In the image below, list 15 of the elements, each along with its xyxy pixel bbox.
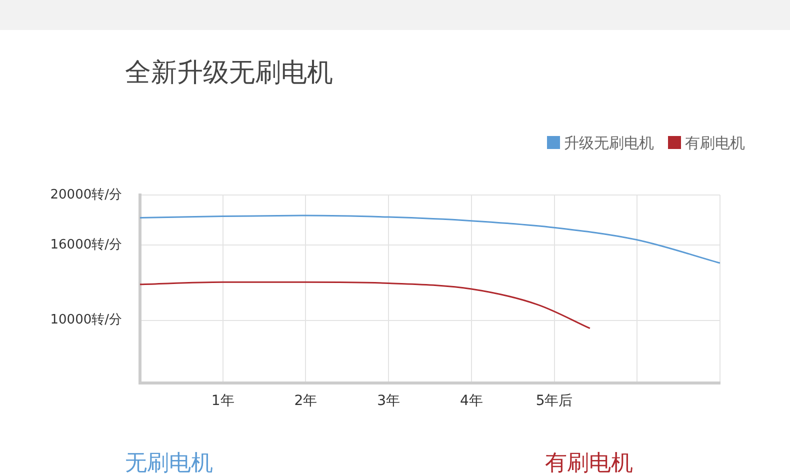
text: 有刷电机 bbox=[545, 450, 633, 474]
line-series bbox=[140, 214, 720, 264]
chart-title: 全新升级无刷电机 bbox=[125, 57, 333, 90]
legend-label: 升级无刷电机 bbox=[563, 134, 654, 153]
x-tick-label: 4年 bbox=[460, 393, 483, 410]
y-tick-label: 20000转/分 bbox=[50, 187, 122, 202]
text: 无刷电机 bbox=[125, 450, 213, 474]
y-tick-label: 10000转/分 bbox=[50, 312, 122, 328]
legend-label: 有刷电机 bbox=[684, 134, 745, 153]
line-series bbox=[140, 281, 591, 330]
x-tick-label: 1年 bbox=[211, 393, 234, 410]
x-tick-label: 3年 bbox=[377, 393, 400, 410]
x-tick-label: 5年后 bbox=[536, 393, 573, 410]
y-tick-label: 16000转/分 bbox=[50, 238, 122, 253]
x-tick-label: 2年 bbox=[294, 393, 318, 410]
